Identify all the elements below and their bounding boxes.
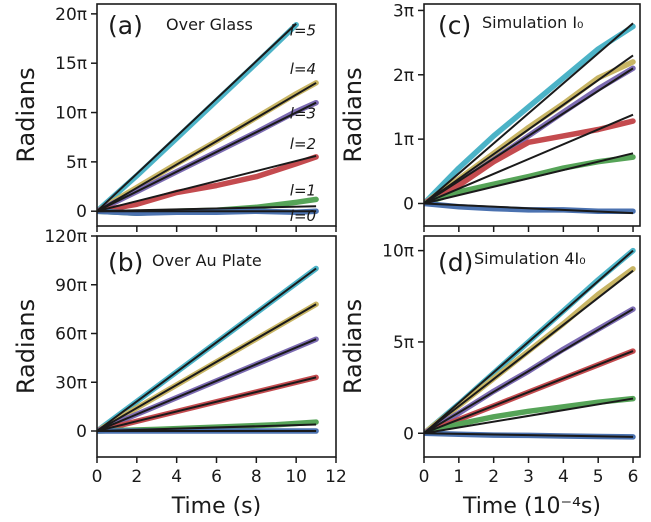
- line-label: l=0: [290, 207, 316, 225]
- line-label: l=1: [290, 181, 316, 199]
- series-group: [424, 247, 636, 440]
- panel-label: (a): [108, 11, 143, 40]
- y-tick-label: 2π: [393, 66, 414, 86]
- panel-label: (d): [438, 248, 473, 277]
- fit-line-2: [97, 101, 317, 213]
- y-axis-label: Radians: [12, 299, 40, 394]
- y-tick-label: 0: [76, 422, 87, 442]
- x-tick-label: 4: [558, 467, 569, 487]
- x-tick-label: 4: [171, 467, 182, 487]
- x-tick-label: 0: [419, 467, 430, 487]
- fit-line-4: [97, 423, 317, 432]
- panel-a: 0 5π 10π 15π 20π Radians (a) Over Glass l=5 l=4 l=…: [12, 3, 337, 232]
- y-tick-label: 5π: [393, 333, 414, 353]
- panel-title: Simulation 4I₀: [474, 249, 586, 268]
- line-label: l=4: [290, 60, 316, 78]
- fit-line-4: [424, 397, 634, 435]
- y-tick-label: 10π: [55, 104, 87, 124]
- y-tick-label: 20π: [55, 5, 87, 25]
- y-tick-label: 0: [76, 202, 87, 222]
- x-tick-label: 3: [523, 467, 534, 487]
- x-tick-label: 1: [453, 467, 464, 487]
- fit-line-3: [97, 376, 317, 432]
- y-tick-label: 30π: [55, 373, 87, 393]
- y-axis-label: Radians: [12, 67, 40, 162]
- x-axis-label: Time (10⁻⁴s): [462, 494, 601, 519]
- panel-label: (c): [438, 11, 471, 40]
- fit-line-5: [424, 432, 634, 438]
- fit-line-1: [424, 54, 634, 205]
- y-tick-label: 90π: [55, 276, 87, 296]
- x-tick-label: 6: [628, 467, 639, 487]
- y-tick-label: 1π: [393, 130, 414, 150]
- fit-line-3: [97, 154, 317, 213]
- line-label: l=5: [290, 22, 316, 40]
- x-tick-label: 5: [593, 467, 604, 487]
- y-tick-label: 0: [403, 424, 414, 444]
- series-0-line: [97, 21, 299, 214]
- fit-line-0: [97, 267, 317, 432]
- y-axis-label: Radians: [339, 299, 367, 394]
- fit-line-1: [97, 303, 317, 432]
- series-group: [97, 265, 319, 434]
- fit-line-5: [424, 202, 634, 215]
- x-tick-label: 0: [92, 467, 103, 487]
- axes-frame: [423, 3, 641, 227]
- panel-title: Over Glass: [166, 15, 253, 34]
- line-label: l=3: [290, 104, 316, 122]
- series-0-line: [424, 23, 636, 207]
- x-tick-label: 6: [211, 467, 222, 487]
- panel-title: Over Au Plate: [152, 251, 262, 270]
- axes-frame: [423, 235, 641, 458]
- y-tick-label: 15π: [55, 54, 87, 74]
- fit-line-1: [424, 269, 634, 435]
- series-group: [424, 22, 636, 215]
- y-tick-label: 5π: [66, 153, 87, 173]
- fit-line-3: [424, 113, 634, 205]
- fit-line-1: [97, 82, 317, 213]
- y-axis-label: Radians: [339, 67, 367, 162]
- series-4-line: [424, 395, 636, 437]
- fit-line-4: [424, 152, 634, 205]
- panel-d: 0 1 2 3 4 5 6 0 5π 10π Radians Time (10⁻⁴s) (d) Simul…: [339, 235, 641, 519]
- y-tick-label: 120π: [44, 227, 87, 247]
- fit-line-2: [424, 308, 634, 435]
- series-group: [97, 21, 319, 216]
- x-tick-label: 10: [285, 467, 307, 487]
- fit-line-0: [97, 23, 297, 212]
- x-tick-label: 8: [251, 467, 262, 487]
- panel-c: 0 1π 2π 3π Radians (c) Simulation I₀: [339, 1, 641, 232]
- panel-title: Simulation I₀: [482, 13, 583, 32]
- y-tick-label: 60π: [55, 325, 87, 345]
- fit-line-2: [97, 338, 317, 432]
- line-label: l=2: [290, 135, 316, 153]
- fit-line-3: [424, 350, 634, 435]
- fit-line-2: [424, 67, 634, 205]
- x-tick-label: 2: [488, 467, 499, 487]
- y-tick-label: 10π: [382, 242, 414, 262]
- y-tick-label: 0: [403, 194, 414, 214]
- fit-line-0: [424, 249, 634, 435]
- y-tick-label: 3π: [393, 1, 414, 21]
- x-tick-label: 12: [325, 467, 347, 487]
- x-axis-label: Time (s): [171, 494, 261, 519]
- fit-line-0: [424, 22, 634, 205]
- series-3-line: [97, 154, 319, 214]
- panel-label: (b): [108, 248, 143, 277]
- panel-b: 0 2 4 6 8 10 12 0 30π 60π 90π 120π Radians Time (s) (b…: [12, 227, 347, 519]
- x-tick-label: 2: [131, 467, 142, 487]
